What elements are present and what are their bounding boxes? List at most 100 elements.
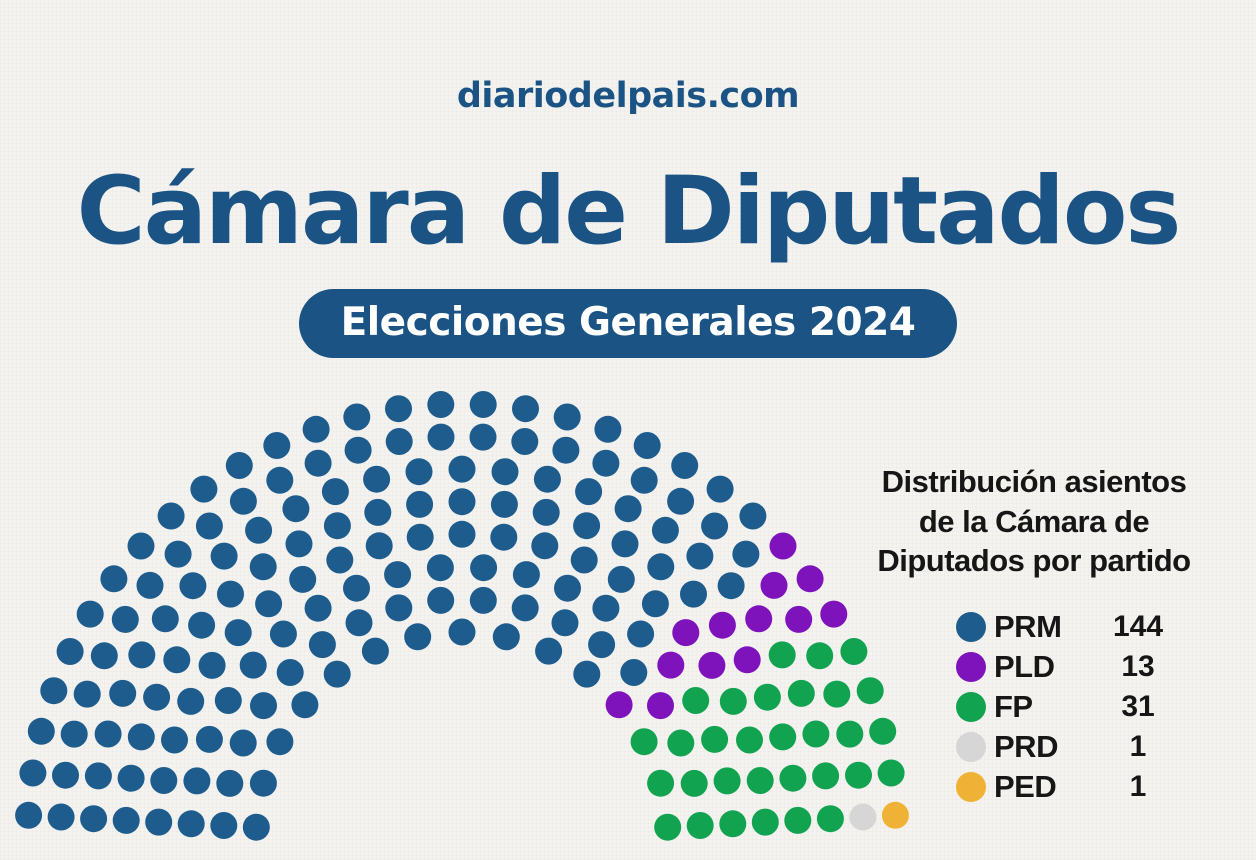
seat-dot bbox=[448, 455, 476, 483]
seat-dot bbox=[448, 618, 476, 646]
seat-dot bbox=[263, 432, 291, 459]
legend-title-line: de la Cámara de bbox=[918, 503, 1150, 539]
seat-dot bbox=[47, 803, 75, 831]
seat-dot bbox=[323, 660, 351, 688]
seat-dot bbox=[323, 512, 351, 540]
page-title: Cámara de Diputados bbox=[76, 157, 1182, 266]
seat-dot bbox=[406, 523, 434, 551]
seat-dot bbox=[179, 572, 207, 600]
seat-dot bbox=[326, 546, 354, 574]
legend-seat-count: 13 bbox=[1121, 650, 1155, 683]
seat-dot bbox=[760, 571, 788, 599]
seat-dot bbox=[667, 729, 695, 757]
legend-swatch-ped-icon bbox=[956, 772, 986, 802]
seat-dot bbox=[361, 637, 389, 665]
seat-dot bbox=[198, 651, 226, 679]
seat-dot bbox=[406, 490, 434, 518]
seat-dot bbox=[188, 611, 216, 639]
legend-title: Distribución asientos de la Cámara de Di… bbox=[828, 462, 1240, 581]
seat-dot bbox=[511, 594, 539, 622]
seat-dot bbox=[787, 679, 815, 707]
seat-dot bbox=[405, 458, 433, 486]
seat-dot bbox=[667, 487, 695, 515]
subtitle-badge: Elecciones Generales 2024 bbox=[298, 289, 958, 358]
seat-dot bbox=[672, 619, 700, 647]
seat-dot bbox=[535, 637, 563, 665]
seat-dot bbox=[276, 659, 304, 686]
legend-list: PRM 144 PLD 13 FP 31 PRD 1 PED 1 bbox=[956, 609, 1174, 812]
seat-dot bbox=[112, 806, 140, 834]
seat-dot bbox=[151, 605, 179, 633]
seat-dot bbox=[768, 641, 796, 669]
seat-dot bbox=[739, 502, 767, 530]
seat-dot bbox=[157, 502, 185, 530]
seat-dot bbox=[384, 561, 412, 589]
seat-dot bbox=[713, 767, 741, 795]
legend-item: PRD 1 bbox=[956, 729, 1174, 764]
seat-dot bbox=[291, 691, 319, 719]
seat-dot bbox=[164, 540, 192, 568]
seat-dot bbox=[657, 651, 685, 679]
seat-dot bbox=[553, 403, 581, 431]
legend-title-line: Distribución asientos bbox=[881, 464, 1187, 499]
seat-dot bbox=[575, 478, 603, 506]
seat-dot bbox=[701, 512, 729, 540]
seat-dot bbox=[302, 415, 330, 443]
seat-dot bbox=[385, 428, 413, 455]
seat-dot bbox=[161, 726, 188, 754]
seat-dot bbox=[216, 769, 244, 797]
seat-dot bbox=[647, 692, 674, 720]
seat-dot bbox=[654, 813, 682, 841]
seat-dot bbox=[671, 452, 699, 479]
seat-dot bbox=[746, 767, 774, 794]
seat-dot bbox=[836, 720, 864, 748]
seat-dot bbox=[195, 725, 223, 753]
seat-dot bbox=[856, 677, 884, 705]
seat-dot bbox=[136, 571, 164, 599]
seat-dot bbox=[745, 605, 773, 633]
site-url: diariodelpais.com bbox=[456, 76, 800, 116]
seat-dot bbox=[611, 530, 639, 558]
legend-item: PED 1 bbox=[956, 769, 1174, 804]
seat-dot bbox=[214, 687, 242, 714]
subtitle-badge-wrap: Elecciones Generales 2024 bbox=[0, 289, 1256, 358]
seat-dot bbox=[708, 611, 736, 639]
seat-dot bbox=[308, 631, 336, 659]
seat-dot bbox=[573, 512, 601, 540]
legend-seat-count: 31 bbox=[1121, 690, 1155, 723]
seat-dot bbox=[630, 728, 658, 756]
seat-dot bbox=[680, 580, 707, 608]
seat-dot bbox=[717, 572, 745, 600]
seat-dot bbox=[364, 498, 392, 526]
legend-swatch-fp-icon bbox=[956, 692, 986, 722]
seat-dot bbox=[128, 641, 156, 669]
legend-party-label: PED bbox=[994, 769, 1057, 804]
legend-seat-count: 144 bbox=[1112, 610, 1164, 643]
seat-dot bbox=[588, 631, 616, 659]
seat-dot bbox=[127, 723, 155, 751]
seat-dot bbox=[751, 808, 779, 836]
seat-dot bbox=[84, 762, 112, 790]
seat-dot bbox=[736, 726, 763, 754]
legend-swatch-pld-icon bbox=[956, 652, 986, 682]
seat-dot bbox=[266, 466, 294, 494]
seat-dot bbox=[802, 720, 830, 748]
seat-dot bbox=[605, 691, 633, 719]
seat-dot bbox=[163, 646, 191, 674]
seat-dot bbox=[552, 436, 580, 464]
seat-dot bbox=[109, 679, 137, 707]
seat-dot bbox=[249, 553, 277, 581]
seat-dot bbox=[719, 810, 747, 838]
seat-dot bbox=[647, 553, 675, 581]
seat-dot bbox=[533, 465, 561, 493]
legend-swatch-prm-icon bbox=[956, 612, 986, 642]
seat-dot bbox=[190, 475, 218, 503]
seat-dot bbox=[753, 683, 781, 711]
seat-dot bbox=[100, 565, 128, 593]
seat-dot bbox=[812, 762, 840, 790]
seat-dot bbox=[698, 651, 726, 679]
seat-dot bbox=[469, 586, 497, 614]
seat-dot bbox=[73, 680, 101, 708]
